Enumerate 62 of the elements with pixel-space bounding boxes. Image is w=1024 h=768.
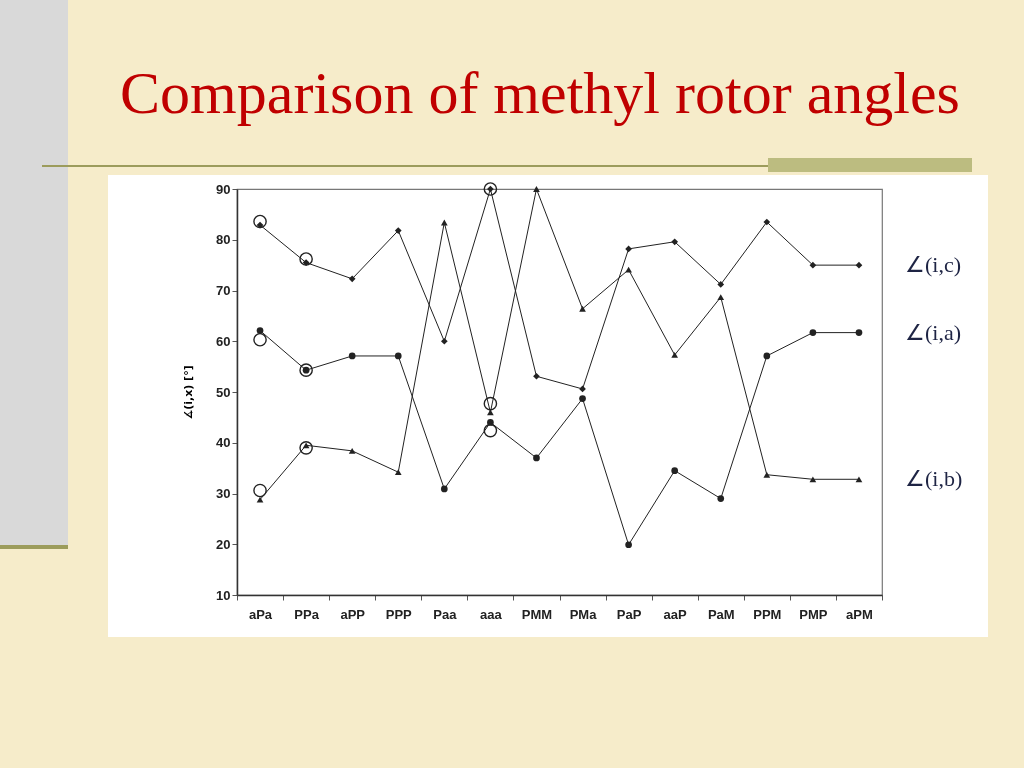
point xyxy=(809,476,817,483)
y-tick-label: 10 xyxy=(216,587,231,603)
point xyxy=(671,352,679,358)
x-tick-label: PMa xyxy=(569,606,598,622)
point xyxy=(487,409,494,416)
point xyxy=(625,541,632,549)
y-tick-label: 50 xyxy=(216,384,231,400)
point xyxy=(717,281,725,288)
y-tick-label: 70 xyxy=(216,283,231,298)
point xyxy=(763,352,771,360)
point xyxy=(440,485,448,493)
point xyxy=(855,261,863,269)
point xyxy=(625,245,632,253)
point xyxy=(763,471,771,478)
point xyxy=(533,372,540,380)
point xyxy=(855,476,863,483)
point xyxy=(394,469,402,476)
x-tick-label: aPP xyxy=(340,606,366,622)
point xyxy=(440,337,448,345)
point xyxy=(394,352,402,360)
x-tick-label: aaa xyxy=(480,606,503,622)
point xyxy=(809,329,817,336)
point xyxy=(671,467,679,475)
point xyxy=(717,495,725,502)
x-tick-label: aPa xyxy=(248,606,273,622)
point xyxy=(855,329,863,336)
x-tick-label: aaP xyxy=(663,606,688,622)
x-tick-label: PaM xyxy=(707,606,735,622)
point xyxy=(256,327,264,334)
point xyxy=(348,447,356,454)
point xyxy=(533,454,540,462)
y-tick-label: 20 xyxy=(216,536,231,552)
x-tick-label: Paa xyxy=(433,606,458,622)
series-label: ∠(i,b) xyxy=(904,466,963,492)
point xyxy=(671,238,679,246)
x-tick-label: aPM xyxy=(846,606,873,622)
series-label: ∠(i,c) xyxy=(904,252,961,278)
point xyxy=(809,261,817,269)
y-tick-label: 90 xyxy=(216,181,231,197)
point xyxy=(348,275,356,283)
chart-title: Comparison of methyl rotor angles xyxy=(119,60,961,126)
x-tick-label: PaP xyxy=(616,606,642,622)
point xyxy=(579,305,586,312)
x-tick-label: PPM xyxy=(753,606,782,622)
y-tick-label: 60 xyxy=(216,333,231,349)
point xyxy=(253,214,267,229)
point xyxy=(394,227,402,234)
point xyxy=(625,266,632,273)
point xyxy=(717,294,725,300)
x-tick-label: PMM xyxy=(521,606,553,622)
point xyxy=(579,395,586,402)
y-tick-label: 80 xyxy=(216,232,231,248)
x-tick-label: PPa xyxy=(294,606,320,622)
y-tick-label: 30 xyxy=(216,486,231,501)
series-label: ∠(i,a) xyxy=(904,319,961,345)
point xyxy=(763,218,771,226)
y-axis-title: ∡(i,x) [°] xyxy=(182,365,196,420)
x-tick-label: PMP xyxy=(799,606,828,622)
x-tick-label: PPP xyxy=(385,606,413,622)
point xyxy=(348,352,356,360)
y-tick-label: 40 xyxy=(216,435,231,451)
point xyxy=(533,186,540,192)
